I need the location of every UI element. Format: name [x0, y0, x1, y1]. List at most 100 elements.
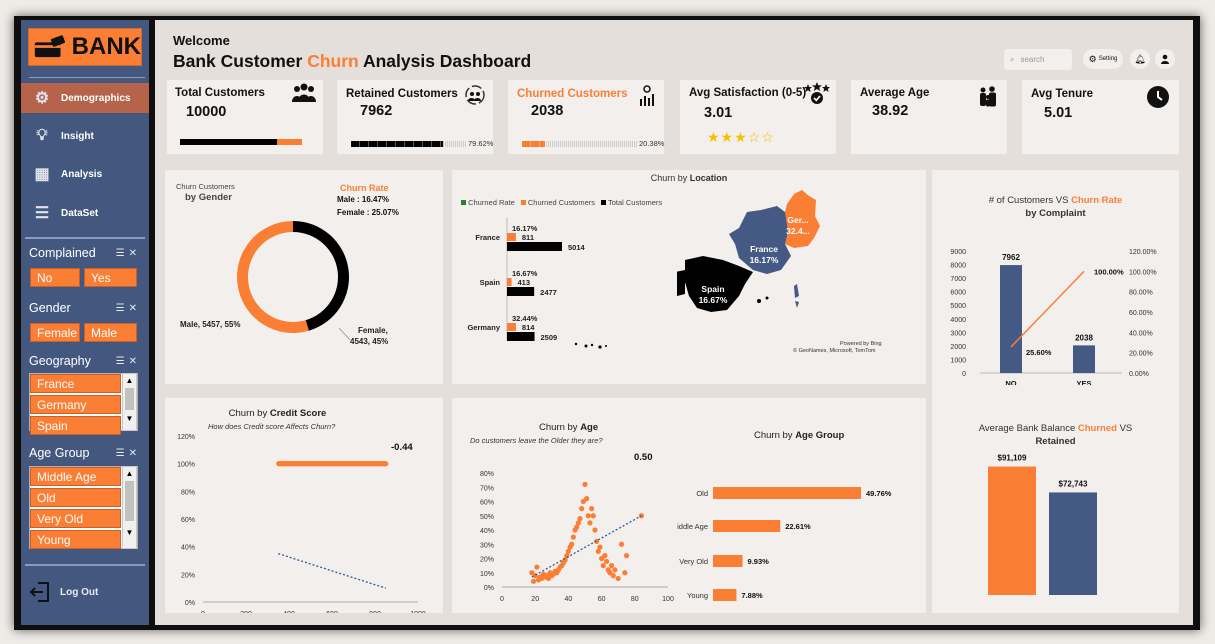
- complaint-y-tick: 2000: [950, 344, 966, 351]
- filter-complained-no[interactable]: No: [30, 268, 80, 287]
- credit-trendline: [278, 552, 386, 589]
- credit-x-tick: 400: [283, 611, 295, 613]
- map-france: [729, 206, 791, 274]
- complaint-title: # of Customers VS Churn Rate by Complaint: [988, 195, 1123, 219]
- gender-donut-chart: Male, 5457, 55% Female, 4543, 45%: [180, 221, 388, 346]
- age-x-tick: 80: [631, 596, 639, 603]
- churn-by-location-card: Churn by Location Churned Rate Churned C…: [452, 170, 926, 384]
- complaint-y-tick: 3000: [950, 330, 966, 337]
- complaint-bar-label: 7962: [1002, 253, 1020, 262]
- filter-agegroup-header: Age Group ☰✕: [29, 446, 141, 460]
- credit-point: [383, 461, 389, 467]
- agegroup-category: Young: [687, 591, 708, 600]
- complaint-combo-chart: 0 1000 2000 3000 4000 5000 6000 7000 8000 9000 0.0…: [950, 249, 1156, 385]
- logout-button[interactable]: Log Out: [29, 580, 98, 604]
- location-total-bar: [507, 332, 535, 341]
- age-y-tick: 40%: [480, 528, 494, 535]
- age-point: [574, 524, 580, 530]
- balance-bar: [988, 466, 1036, 595]
- complaint-y-tick: 9000: [950, 249, 966, 256]
- multiselect-icon[interactable]: ☰✕: [115, 355, 141, 367]
- map-label-spain: Spain: [701, 284, 724, 294]
- bank-card-icon: [34, 35, 65, 58]
- location-churned-bar: [507, 233, 516, 241]
- nav-insight[interactable]: 💡︎ Insight: [21, 121, 149, 151]
- filter-agegroup-old[interactable]: Old: [30, 488, 121, 507]
- agegroup-scrollbar[interactable]: ▲ ▼: [122, 466, 137, 549]
- location-total-label: 2509: [541, 333, 558, 342]
- filter-complained-header: Complained ☰✕: [29, 246, 141, 260]
- agegroup-bar-label: 7.88%: [741, 591, 763, 600]
- filter-geography-france[interactable]: France: [30, 374, 121, 393]
- nav-demographics[interactable]: ⚙ Demographics: [21, 83, 149, 113]
- agegroup-bar: [713, 589, 737, 601]
- age-point: [570, 534, 576, 540]
- retained-users-icon: [465, 85, 485, 105]
- agegroup-bar-label: 22.61%: [785, 522, 811, 531]
- complaint-rate-label: 100.00%: [1094, 267, 1124, 276]
- balance-bar-chart: $91,109 $72,743: [988, 454, 1097, 595]
- filter-geography-spain[interactable]: Spain: [30, 416, 121, 435]
- location-churned-label: 814: [522, 323, 535, 332]
- search-input[interactable]: ⌕ search: [1004, 49, 1072, 70]
- multiselect-icon[interactable]: ☰✕: [115, 302, 141, 314]
- location-category: Spain: [480, 278, 501, 287]
- kpi-avg-tenure: Avg Tenure 5.01: [1022, 80, 1179, 154]
- filter-gender-male[interactable]: Male: [84, 323, 137, 342]
- agegroup-title: Churn by Age Group: [754, 430, 845, 441]
- search-icon: ⌕: [1010, 54, 1015, 64]
- kpi-average-age: Average Age 38.92: [851, 80, 1007, 154]
- complaint-card: # of Customers VS Churn Rate by Complaint…: [932, 170, 1179, 613]
- agegroup-category: Old: [696, 489, 708, 498]
- filter-agegroup-very-old[interactable]: Very Old: [30, 509, 121, 528]
- location-total-bar: [507, 287, 535, 296]
- filter-gender-female[interactable]: Female: [30, 323, 80, 342]
- age-point: [597, 544, 603, 550]
- multiselect-icon[interactable]: ☰✕: [115, 247, 141, 259]
- location-legend: Churned Rate Churned Customers Total Cus…: [461, 198, 662, 207]
- age-y-tick: 30%: [480, 542, 494, 549]
- filter-agegroup-middle-age[interactable]: Middle Age: [30, 467, 121, 486]
- age-point: [603, 558, 610, 564]
- complaint-y2-tick: 40.00%: [1129, 330, 1153, 337]
- nav-analysis[interactable]: ▦ Analysis: [21, 159, 149, 189]
- location-bar-chart: France 16.17%811 5014 Spain 16.67%413 2477 Ger…: [467, 218, 586, 342]
- notification-button[interactable]: 🔔︎: [1130, 49, 1150, 69]
- complaint-y2-tick: 80.00%: [1129, 290, 1153, 297]
- age-point: [565, 548, 571, 554]
- age-point: [592, 527, 598, 533]
- location-total-label: 2477: [540, 288, 557, 297]
- satisfaction-stars: ★★★☆☆: [707, 129, 775, 145]
- multiselect-icon[interactable]: ☰✕: [115, 447, 141, 459]
- age-title: Churn by Age: [539, 422, 599, 433]
- filter-complained-yes[interactable]: Yes: [84, 268, 137, 287]
- total-progress: [180, 139, 302, 145]
- donut-slice-male: [237, 221, 309, 333]
- credit-score-card: Churn by Credit Score How does Credit sc…: [165, 398, 443, 613]
- age-point: [595, 548, 601, 554]
- complaint-y-tick: 5000: [950, 303, 966, 310]
- filter-geography-germany[interactable]: Germany: [30, 395, 121, 414]
- user-button[interactable]: [1155, 49, 1175, 69]
- age-y-tick: 50%: [480, 514, 494, 521]
- credit-y-tick: 60%: [181, 517, 195, 524]
- donut-label-male: Male, 5457, 55%: [180, 320, 240, 329]
- setting-button[interactable]: ⚙ Setting: [1083, 49, 1123, 69]
- nav-dataset[interactable]: ☰ DataSet: [21, 198, 149, 228]
- complaint-y-tick: 4000: [950, 317, 966, 324]
- age-point: [618, 541, 625, 547]
- filter-agegroup-young[interactable]: Young: [30, 530, 121, 549]
- age-x-tick: 0: [500, 596, 504, 603]
- complaint-y-tick: 0: [962, 371, 966, 378]
- map-value-spain: 16.67%: [699, 295, 728, 305]
- balance-bar: [1049, 492, 1097, 595]
- age-point: [532, 573, 538, 579]
- churn-by-gender-card: Churn Customers by Gender Churn Rate Mal…: [165, 170, 443, 384]
- location-category: France: [475, 233, 500, 242]
- complaint-category: YES: [1076, 379, 1091, 385]
- location-churned-bar: [507, 323, 516, 331]
- agegroup-bar: [713, 487, 861, 499]
- geography-scrollbar[interactable]: ▲ ▼: [122, 373, 137, 431]
- credit-x-tick: 800: [369, 611, 381, 613]
- complaint-y-tick: 6000: [950, 290, 966, 297]
